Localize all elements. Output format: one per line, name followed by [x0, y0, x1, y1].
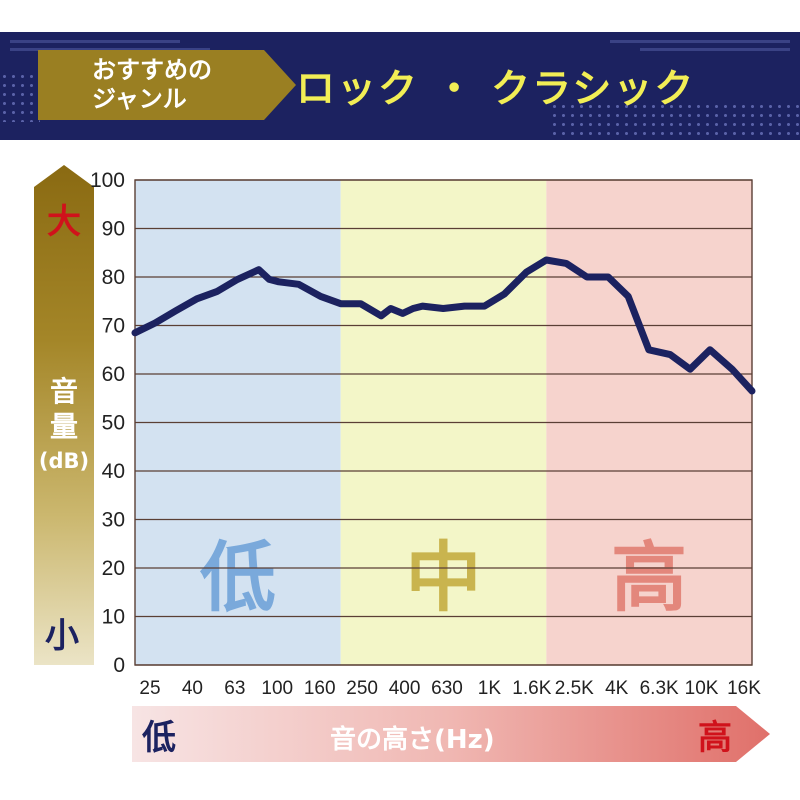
header-stripe	[640, 48, 790, 51]
band-label-high: 高	[611, 533, 687, 622]
header-stripe	[10, 40, 180, 43]
x-tick-label: 100	[261, 678, 293, 699]
y-tick-label: 90	[102, 218, 125, 241]
x-tick-label: 1.6K	[512, 678, 551, 699]
volume-axis-title-line2: 量	[49, 410, 78, 443]
genre-label-box	[38, 50, 296, 120]
y-tick-layer: 0 10 20 30 40 50 60 70 80 90 100	[90, 169, 125, 677]
series-line	[131, 256, 756, 395]
genre-value: ロック ・ クラシック	[296, 67, 696, 112]
y-tick-label: 20	[102, 557, 125, 580]
x-tick-label: 250	[346, 678, 378, 699]
header-stripe	[10, 48, 210, 51]
grid-layer	[134, 179, 753, 666]
header-dot-pattern	[0, 72, 40, 122]
genre-label-line2: ジャンル	[92, 85, 187, 113]
x-tick-layer: 25 40 63 100 160 250 400 630 1K 1.6K 2.5K 4K 6.3K 10K…	[139, 678, 761, 699]
x-tick-label: 630	[431, 678, 463, 699]
x-tick-label: 160	[304, 678, 336, 699]
x-tick-label: 40	[182, 678, 203, 699]
x-tick-label: 1K	[478, 678, 502, 699]
header-dot-pattern	[550, 102, 800, 136]
volume-axis-title: 音 量 (dB)	[38, 374, 90, 479]
y-tick-label: 0	[113, 654, 125, 677]
x-tick-label: 16K	[727, 678, 761, 699]
y-tick-label: 40	[102, 460, 125, 483]
genre-label: おすすめの ジャンル	[92, 56, 282, 114]
header-stripe	[610, 40, 790, 43]
y-tick-label: 60	[102, 363, 125, 386]
band-label-layer: 低中高	[200, 533, 687, 622]
y-tick-label: 10	[102, 606, 125, 629]
genre-label-line1: おすすめの	[92, 56, 212, 84]
y-tick-label: 70	[102, 315, 125, 338]
y-tick-label: 100	[90, 169, 125, 192]
x-tick-label: 63	[224, 678, 245, 699]
x-tick-label: 25	[139, 678, 160, 699]
pitch-low-label: 低	[142, 718, 176, 758]
volume-high-label: 大	[47, 202, 81, 242]
volume-axis-unit: (dB)	[38, 449, 90, 473]
y-tick-label: 30	[102, 509, 125, 532]
pitch-arrow	[132, 706, 770, 762]
x-tick-label: 6.3K	[640, 678, 679, 699]
volume-axis-title-line1: 音	[49, 375, 78, 408]
y-tick-label: 50	[102, 412, 125, 435]
pitch-high-label: 高	[698, 718, 732, 758]
plot-frame	[134, 179, 753, 666]
x-tick-label: 2.5K	[555, 678, 594, 699]
x-tick-label: 4K	[605, 678, 629, 699]
volume-arrow	[34, 165, 94, 665]
x-tick-label: 400	[389, 678, 421, 699]
band-label-mid: 中	[406, 533, 482, 622]
pitch-axis-title: 音の高さ(Hz)	[330, 725, 495, 755]
band-label-low: 低	[200, 533, 276, 622]
y-tick-label: 80	[102, 266, 125, 289]
volume-low-label: 小	[45, 616, 79, 656]
line-layer	[131, 256, 756, 395]
x-tick-label: 10K	[685, 678, 719, 699]
